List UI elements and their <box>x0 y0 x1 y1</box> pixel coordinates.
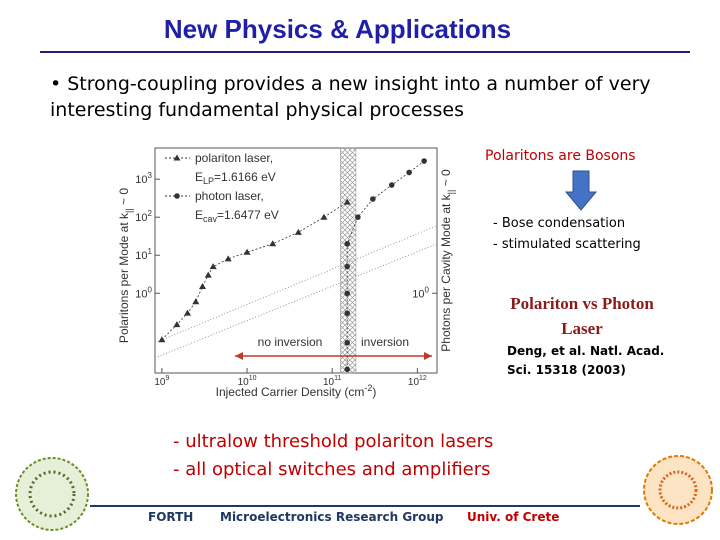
axis-label-script: -2 <box>364 383 372 393</box>
energy-symbol: E <box>195 170 203 184</box>
tick-base: 10 <box>135 288 147 300</box>
data-point <box>320 213 328 220</box>
legend-entry: photon laser, <box>195 189 264 203</box>
legend-energy: Ecav=1.6477 eV <box>195 208 279 224</box>
axis-label-script: || <box>124 208 134 213</box>
legend-marker <box>173 154 181 161</box>
data-point <box>173 321 181 328</box>
data-point <box>344 339 351 346</box>
tick-base: 10 <box>135 212 147 224</box>
legend-bg <box>163 149 298 186</box>
bottom-item: - ultralow threshold polariton lasers <box>173 431 494 452</box>
footer-item: Univ. of Crete <box>467 510 560 524</box>
data-point <box>199 283 207 290</box>
tick-base: 10 <box>408 377 420 388</box>
annotation: inversion <box>361 335 409 349</box>
energy-text: =1.6477 eV <box>217 208 279 222</box>
tick-label: 100 <box>135 285 152 300</box>
axis-label-end: ~ 0 <box>439 169 453 190</box>
axis-label-text: Photons per Cavity Mode at k <box>439 193 453 351</box>
axis-label-end: ) <box>372 385 376 399</box>
energy-sub: LP <box>203 176 214 186</box>
data-point <box>344 290 351 297</box>
data-point <box>192 298 200 305</box>
tick-base: 10 <box>412 288 424 300</box>
data-point <box>158 336 166 343</box>
list-item: - stimulated scattering <box>493 237 641 252</box>
data-point <box>204 271 212 278</box>
data-point <box>224 255 232 262</box>
tick-label: 101 <box>135 247 152 262</box>
tick-base: 10 <box>154 377 166 388</box>
legend-bg <box>163 187 298 224</box>
bullet-text: • Strong-coupling provides a new insight… <box>50 73 651 121</box>
bottom-item: - all optical switches and amplifiers <box>173 459 491 480</box>
tick-exponent: 0 <box>148 285 153 294</box>
tick-label: 1010 <box>238 375 257 388</box>
down-arrow <box>565 170 597 211</box>
boson-list: - Bose condensation - stimulated scatter… <box>493 213 641 255</box>
legend-marker <box>174 193 180 199</box>
axis-label-text: Polaritons per Mode at k <box>117 212 131 343</box>
data-point <box>406 169 412 176</box>
annotation: no inversion <box>258 335 323 349</box>
tick-label: 100 <box>412 285 429 300</box>
reference: Deng, et al. Natl. Acad. Sci. 15318 (200… <box>507 344 665 377</box>
tick-exponent: 9 <box>166 375 170 382</box>
energy-symbol: E <box>195 208 203 222</box>
tick-label: 102 <box>135 209 152 224</box>
tick-base: 10 <box>238 377 250 388</box>
data-point <box>344 310 351 316</box>
bottom-list: - ultralow threshold polariton lasers - … <box>173 428 493 484</box>
footer-item: Microelectronics Research Group <box>220 510 444 524</box>
axis-label: Polaritons per Mode at k|| ~ 0 <box>117 188 134 343</box>
axis-label-text: Injected Carrier Density (cm <box>216 385 365 399</box>
tick-base: 10 <box>323 377 335 388</box>
threshold-band <box>340 147 357 374</box>
tick-exponent: 0 <box>425 285 430 294</box>
data-point <box>209 263 217 270</box>
comparison-text: Polariton vs Photon Laser <box>510 294 654 338</box>
tick-label: 109 <box>154 375 169 388</box>
title-rule <box>40 51 690 53</box>
axis-label: Injected Carrier Density (cm-2) <box>216 383 377 399</box>
data-point <box>355 214 361 220</box>
axis-label-script: || <box>446 190 456 195</box>
data-point <box>370 196 376 202</box>
energy-sub: cav <box>203 214 218 224</box>
legend-energy: ELP=1.6166 eV <box>195 170 276 186</box>
data-point <box>184 309 192 316</box>
tick-label: 103 <box>135 171 152 186</box>
data-point <box>343 198 351 205</box>
tick-base: 10 <box>135 250 147 262</box>
data-point <box>421 158 427 164</box>
slide-title: New Physics & Applications <box>163 14 512 44</box>
tick-exponent: 3 <box>148 171 153 180</box>
data-point <box>344 240 351 247</box>
tick-base: 10 <box>135 174 147 186</box>
data-point <box>294 228 302 235</box>
tick-label: 1011 <box>323 375 341 388</box>
legend-entry: polariton laser, <box>195 151 273 165</box>
bosons-text: Polaritons are Bosons <box>485 148 636 164</box>
data-point <box>269 240 277 247</box>
list-item: - Bose condensation <box>493 216 626 231</box>
data-point <box>388 182 395 188</box>
data-point <box>344 263 351 270</box>
energy-text: =1.6166 eV <box>214 170 276 184</box>
tick-exponent: 12 <box>419 375 427 382</box>
tick-label: 1012 <box>408 375 427 388</box>
tick-exponent: 1 <box>148 247 153 256</box>
data-point <box>243 248 251 255</box>
axis-label: Photons per Cavity Mode at k|| ~ 0 <box>439 169 456 352</box>
tick-exponent: 11 <box>334 375 341 382</box>
tick-exponent: 10 <box>249 375 257 382</box>
axis-label-end: ~ 0 <box>117 188 131 209</box>
tick-exponent: 2 <box>148 209 153 218</box>
footer-item: FORTH <box>148 510 194 524</box>
data-point <box>344 366 351 373</box>
